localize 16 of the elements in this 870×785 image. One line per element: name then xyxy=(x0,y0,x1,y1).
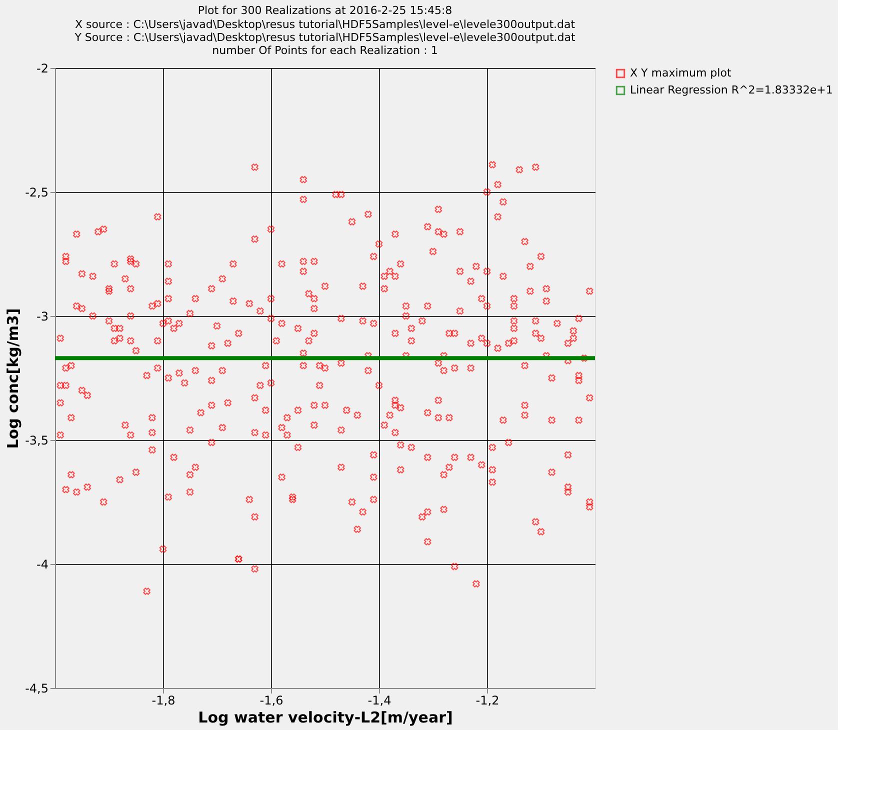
chart-title: Plot for 300 Realizations at 2016-2-25 15:45:8 xyxy=(198,4,452,17)
legend-label: X Y maximum plot xyxy=(630,66,732,80)
legend-label: Linear Regression R^2=1.83332e+1 xyxy=(630,84,833,96)
y-tick-label: -4 xyxy=(36,558,48,572)
x-tick-label: -1,4 xyxy=(368,694,392,708)
y-tick-label: -3,5 xyxy=(25,434,48,448)
x-tick-label: -1,8 xyxy=(152,694,176,708)
y-tick-label: -3 xyxy=(36,310,48,324)
x-axis-title: Log water velocity-L2[m/year] xyxy=(198,708,453,726)
y-tick-label: -4,5 xyxy=(25,682,48,696)
y-tick-label: -2,5 xyxy=(25,186,48,200)
chart-subtitle: X source : C:\Users\javad\Desktop\resus tutorial\HDF5Samples\level-e\levele300output.dat Y Source : C:\Users\javad\Desktop\resus tutorial\HDF5Samples\level-e\levele300output.dat number Of Points for each Realization : 1 xyxy=(74,18,576,57)
y-axis-title: Log conc[kg/m3] xyxy=(4,308,22,449)
x-tick-label: -1,6 xyxy=(260,694,284,708)
x-tick-label: -1,2 xyxy=(476,694,500,708)
y-tick-label: -2 xyxy=(36,62,48,76)
